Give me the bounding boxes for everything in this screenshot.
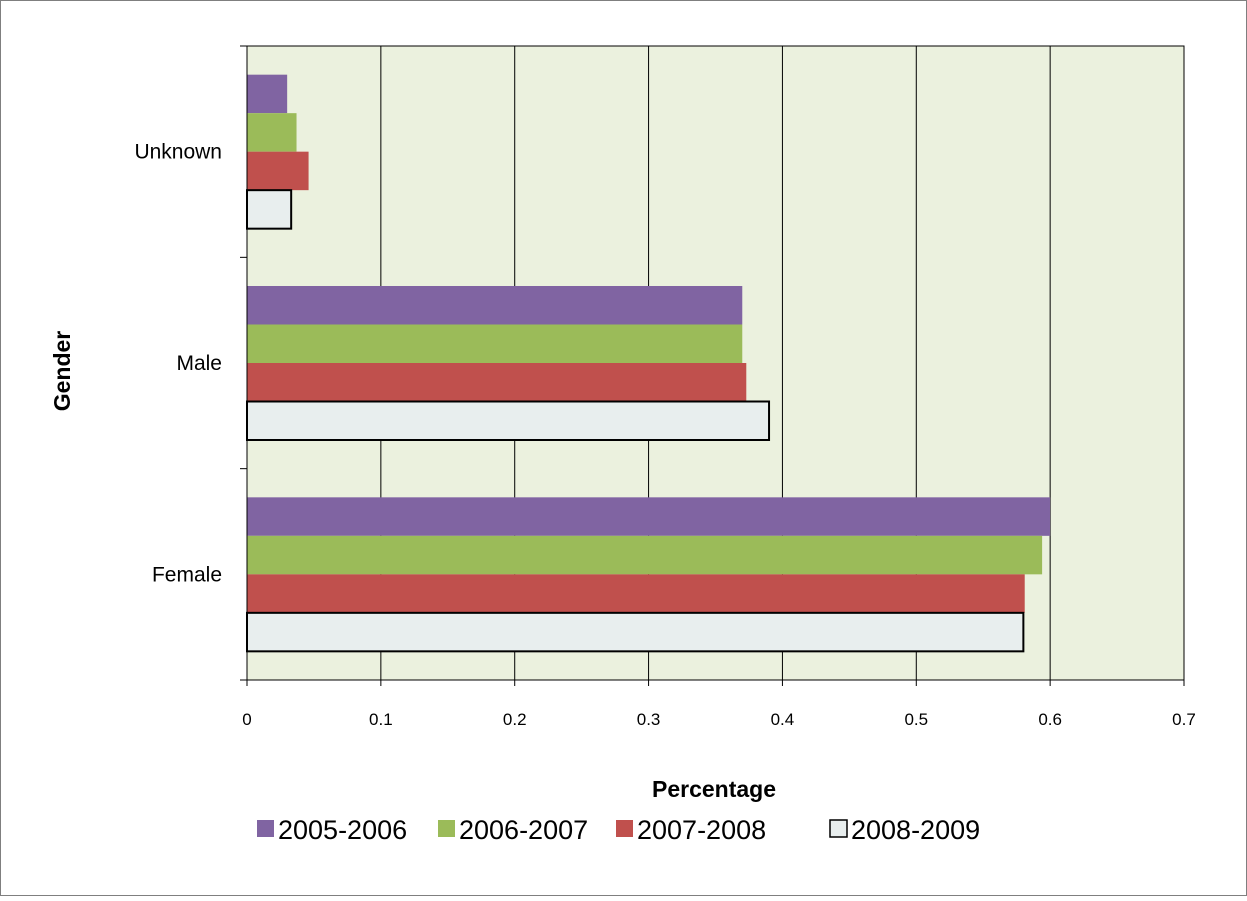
legend-swatch	[829, 819, 848, 838]
legend-label: 2007-2008	[637, 815, 766, 845]
axes: 0 0.1 0.2 0.3 0.4 0.5 0.6 0.7 Unknown Male Female	[134, 45, 1196, 729]
bar-unknown-2008-2009	[246, 189, 293, 230]
y-category-label: Unknown	[134, 141, 222, 164]
x-tick-label: 0.7	[1172, 710, 1196, 729]
bar-female-2005-2006	[247, 497, 1051, 536]
bar-female-2008-2009	[246, 611, 1025, 653]
x-tick-label: 0.3	[637, 710, 661, 729]
x-axis-title: Percentage	[652, 776, 776, 802]
bar-unknown-2007-2008	[247, 151, 309, 191]
legend-swatch	[438, 820, 455, 837]
bar-male-2007-2008	[247, 363, 747, 402]
x-tick-label: 0	[242, 710, 251, 729]
y-category-label: Female	[152, 563, 222, 586]
legend: 2005-2006 2006-2007 2007-2008 2008-2009	[257, 815, 980, 845]
bar-male-2008-2009	[246, 400, 771, 441]
legend-label: 2005-2006	[278, 815, 407, 845]
x-tick-label: 0.1	[369, 710, 393, 729]
y-category-label: Male	[176, 352, 222, 375]
x-tick-label: 0.4	[771, 710, 795, 729]
legend-label: 2006-2007	[459, 815, 588, 845]
bars	[246, 74, 1051, 653]
legend-swatch	[616, 820, 633, 837]
legend-swatch	[257, 820, 274, 837]
x-tick-label: 0.5	[904, 710, 928, 729]
bar-unknown-2005-2006	[247, 74, 288, 114]
legend-label: 2008-2009	[851, 815, 980, 845]
bar-male-2005-2006	[247, 286, 743, 325]
x-tick-label: 0.6	[1038, 710, 1062, 729]
bar-unknown-2006-2007	[247, 113, 297, 152]
bar-female-2007-2008	[247, 574, 1025, 613]
bar-female-2006-2007	[247, 535, 1043, 575]
y-axis-title: Gender	[49, 331, 75, 412]
x-tick-label: 0.2	[503, 710, 527, 729]
bar-male-2006-2007	[247, 324, 743, 363]
